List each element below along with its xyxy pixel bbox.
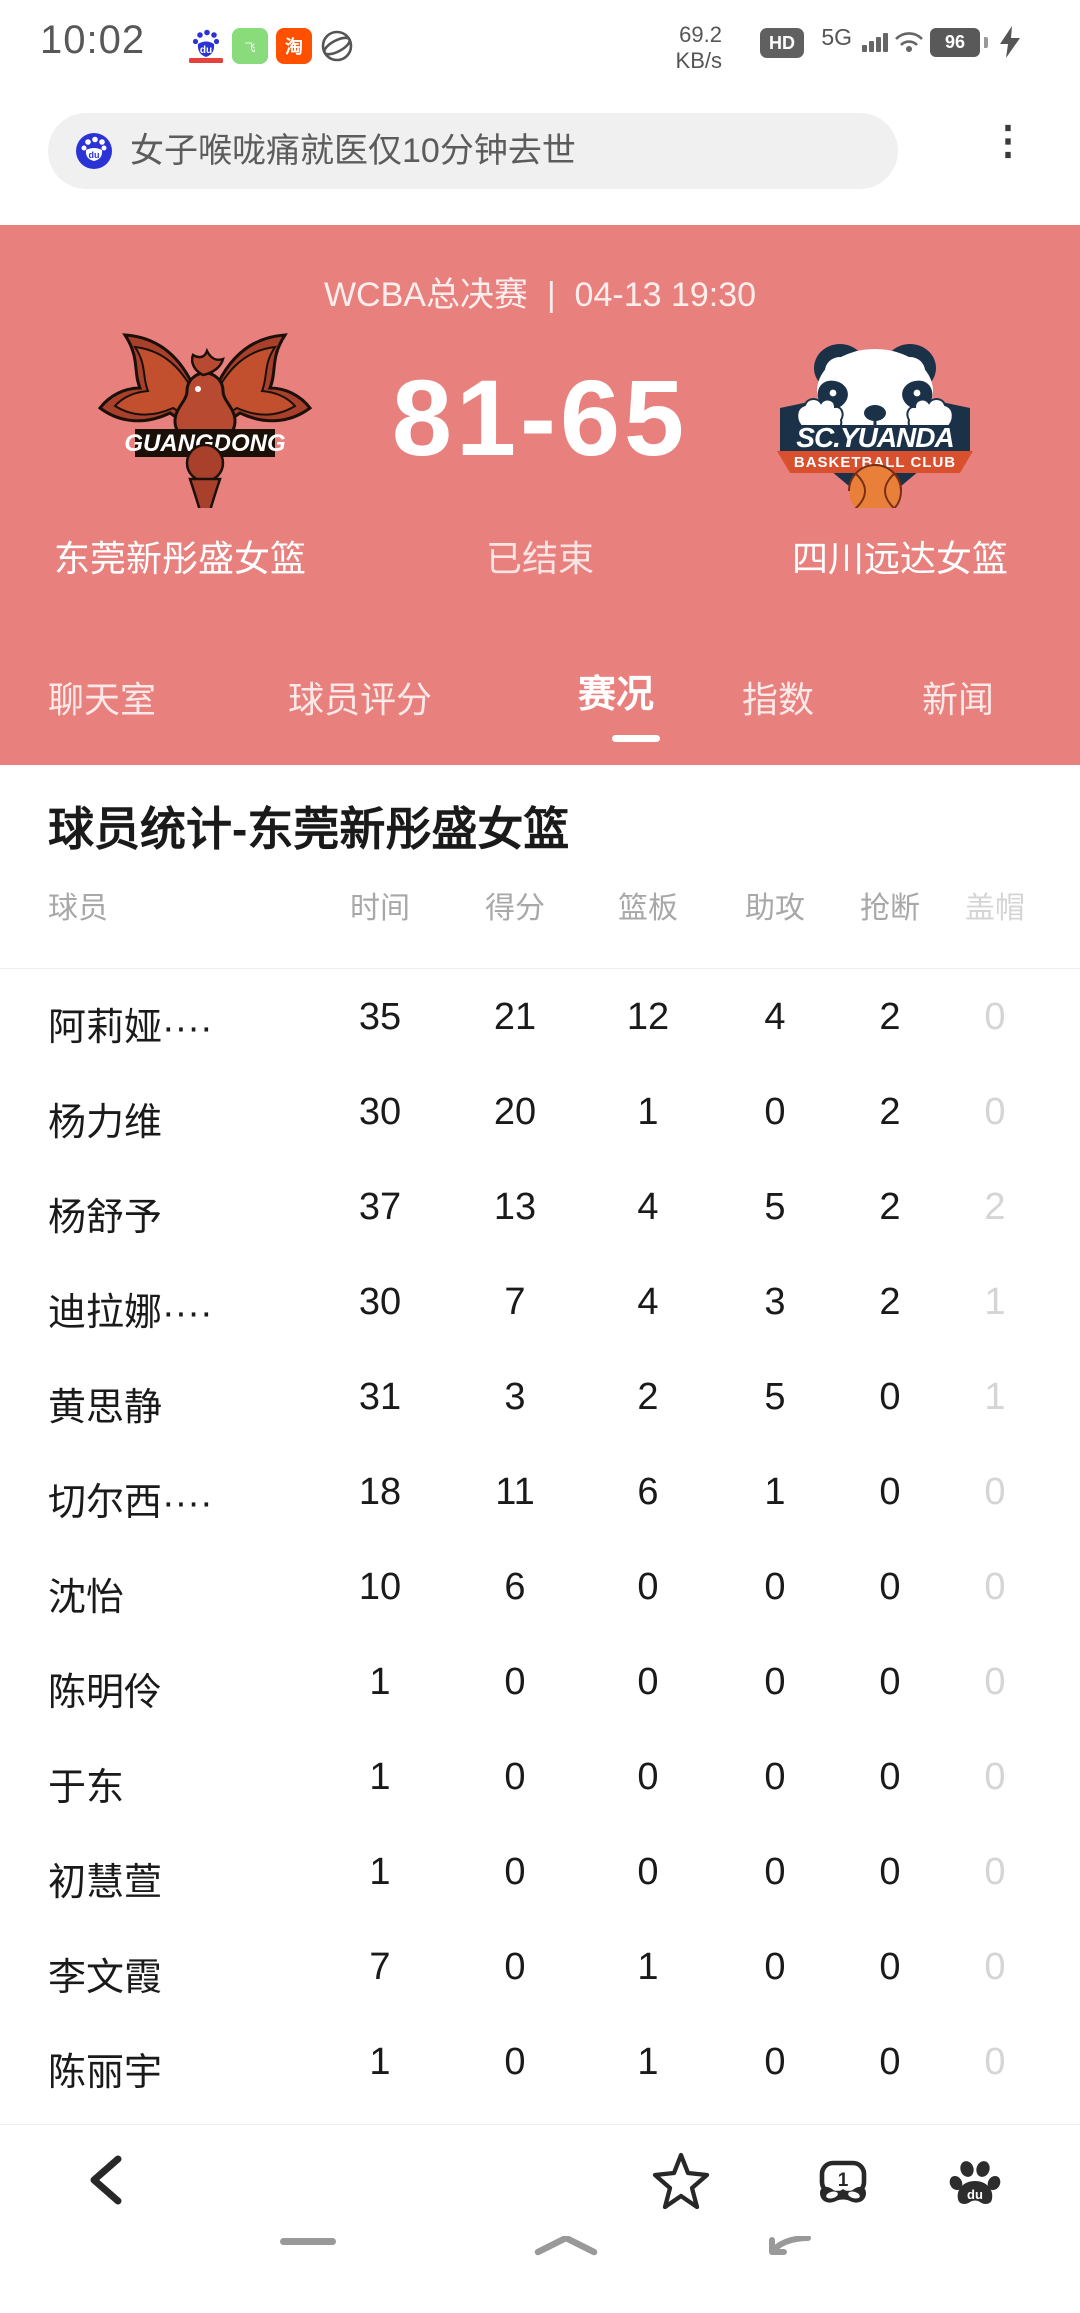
svg-text:飞: 飞 — [245, 42, 256, 54]
svg-text:1: 1 — [838, 2170, 849, 2191]
svg-text:du: du — [967, 2187, 983, 2202]
svg-text:du: du — [200, 45, 212, 56]
svg-text:du: du — [89, 150, 100, 160]
svg-text:淘: 淘 — [285, 36, 303, 57]
svg-text:SC.YUANDA: SC.YUANDA — [796, 422, 953, 453]
